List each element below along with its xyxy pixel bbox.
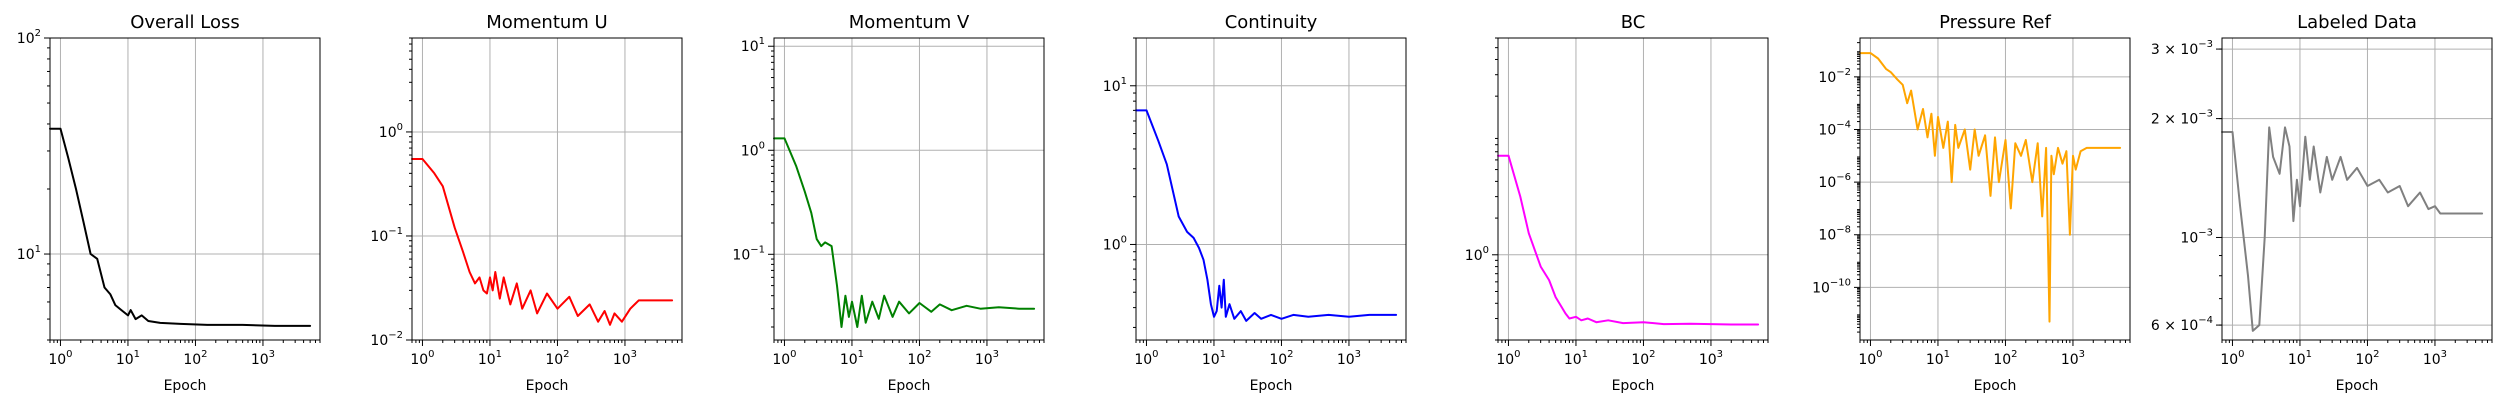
y-tick-label: 100 — [379, 122, 403, 141]
plot-frame — [1497, 37, 1769, 341]
panel-pressure-ref: 100 101 102 103 10−10 10−8 10−6 10−4 10−2 Pressur… — [1812, 12, 2131, 394]
x-tick-label: 103 — [2423, 349, 2447, 368]
y-tick-label: 100 — [741, 140, 765, 159]
series-line-overall-loss — [49, 127, 312, 327]
panel-bc: 100 101 102 103 100 BC Epoch — [1465, 12, 1769, 394]
x-tick-label: 101 — [1564, 349, 1588, 368]
y-tick-label: 10−3 — [2180, 227, 2213, 246]
y-tick-label: 10−1 — [370, 226, 403, 245]
x-tick-label: 103 — [975, 349, 999, 368]
x-axis-label: Epoch — [2336, 378, 2379, 394]
series-line-continuity — [1135, 109, 1398, 322]
panel-continuity: 100 101 102 103 100 101 Continuity Epoch — [1103, 12, 1407, 394]
x-tick-label: 100 — [48, 349, 72, 368]
panel-title: Labeled Data — [2297, 12, 2417, 33]
x-tick-label: 102 — [907, 349, 931, 368]
y-tick-label: 101 — [1103, 76, 1127, 95]
panel-momentum-u: 100 101 102 103 10−2 10−1 100 Momentum U Epoch — [370, 12, 683, 394]
x-tick-label: 103 — [1337, 349, 1361, 368]
plot-frame — [1135, 37, 1407, 341]
plot-frame — [2221, 37, 2493, 341]
y-tick-label: 3 × 10−3 — [2151, 39, 2213, 58]
x-tick-label: 102 — [183, 349, 207, 368]
x-tick-label: 100 — [2220, 349, 2244, 368]
y-tick-label: 100 — [1103, 234, 1127, 253]
y-tick-label: 10−10 — [1812, 277, 1851, 296]
y-tick-label: 100 — [1465, 245, 1489, 264]
series-line-bc — [1497, 154, 1760, 326]
plot-frame — [773, 37, 1045, 341]
plot-frame — [1859, 37, 2131, 341]
y-tick-label: 101 — [17, 244, 41, 263]
y-tick-label: 10−4 — [1818, 119, 1851, 138]
y-tick-label: 2 × 10−3 — [2151, 109, 2213, 128]
x-tick-label: 101 — [840, 349, 864, 368]
y-tick-label: 101 — [741, 36, 765, 55]
plot-frame — [411, 37, 683, 341]
y-tick-label: 10−8 — [1818, 225, 1851, 244]
y-tick-label: 6 × 10−4 — [2151, 315, 2213, 334]
x-tick-label: 100 — [1858, 349, 1882, 368]
x-axis-label: Epoch — [526, 378, 569, 394]
x-tick-label: 101 — [116, 349, 140, 368]
series-line-momentum-v — [773, 137, 1036, 328]
x-tick-label: 102 — [545, 349, 569, 368]
x-axis-label: Epoch — [1250, 378, 1293, 394]
panel-momentum-v: 100 101 102 103 10−1 100 101 Momentum V Epoch — [732, 12, 1045, 394]
x-axis-label: Epoch — [1612, 378, 1655, 394]
x-axis-label: Epoch — [888, 378, 931, 394]
y-tick-label: 10−2 — [370, 330, 403, 349]
x-tick-label: 102 — [2355, 349, 2379, 368]
x-tick-label: 103 — [2061, 349, 2085, 368]
x-tick-label: 100 — [772, 349, 796, 368]
y-tick-label: 10−1 — [732, 244, 765, 263]
panel-title: Overall Loss — [130, 12, 240, 33]
y-tick-label: 102 — [17, 28, 41, 47]
y-tick-label: 10−2 — [1818, 67, 1851, 86]
x-tick-label: 102 — [1993, 349, 2017, 368]
series-line-labeled-data — [2221, 126, 2484, 332]
x-tick-label: 103 — [251, 349, 275, 368]
x-tick-label: 102 — [1631, 349, 1655, 368]
panel-title: Momentum U — [486, 12, 607, 33]
x-axis-label: Epoch — [164, 378, 207, 394]
x-tick-label: 101 — [1926, 349, 1950, 368]
x-tick-label: 101 — [478, 349, 502, 368]
panel-title: Momentum V — [849, 12, 970, 33]
panel-title: Pressure Ref — [1939, 12, 2051, 33]
panel-labeled-data: 100 101 102 103 6 × 10−4 10−3 2 × 10−3 3 × 10−3… — [2151, 12, 2493, 394]
x-tick-label: 100 — [1134, 349, 1158, 368]
x-tick-label: 101 — [2288, 349, 2312, 368]
x-axis-label: Epoch — [1974, 378, 2017, 394]
y-tick-label: 10−6 — [1818, 172, 1851, 191]
x-tick-label: 103 — [613, 349, 637, 368]
x-tick-label: 101 — [1202, 349, 1226, 368]
x-tick-label: 100 — [410, 349, 434, 368]
series-line-pressure-ref — [1859, 52, 2122, 323]
x-tick-label: 103 — [1699, 349, 1723, 368]
panel-title: Continuity — [1225, 12, 1318, 33]
plot-frame — [49, 37, 321, 341]
panel-title: BC — [1621, 12, 1646, 33]
x-tick-label: 102 — [1269, 349, 1293, 368]
x-tick-label: 100 — [1496, 349, 1520, 368]
panel-overall-loss: 100 101 102 103 101 102 Overall Loss Epoch — [17, 12, 321, 394]
series-line-momentum-u — [411, 158, 674, 326]
